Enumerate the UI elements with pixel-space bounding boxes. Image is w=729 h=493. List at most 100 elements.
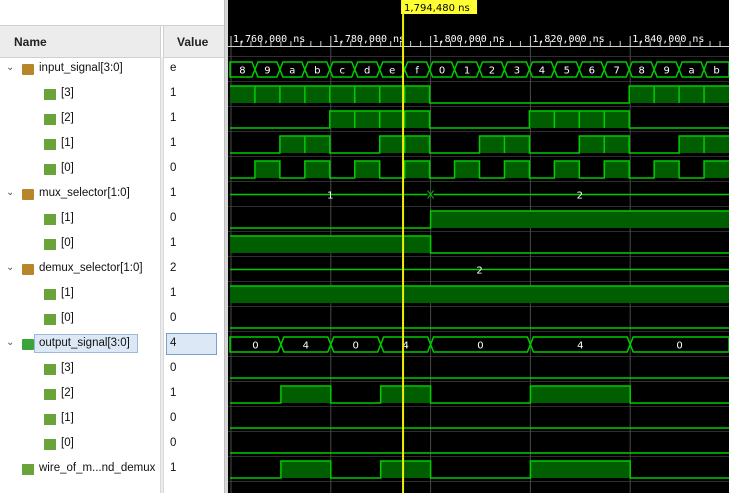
chevron-down-icon[interactable]: ⌄ xyxy=(6,337,15,348)
wave-high-fill xyxy=(504,136,530,153)
pane-splitter[interactable] xyxy=(224,0,228,493)
wave-mux1 xyxy=(230,210,729,229)
wave-in2 xyxy=(230,110,729,129)
waveform-view[interactable]: 1,760,000 ns 1,780,000 ns 1,800,000 ns 1,82… xyxy=(228,0,729,493)
signal-value: 0 xyxy=(170,312,177,324)
cursor-label-bg xyxy=(401,0,478,14)
wave-out2 xyxy=(230,385,729,404)
signal-row-in1[interactable]: [1] 1 xyxy=(0,132,224,157)
signal-name: [3] xyxy=(61,362,74,374)
wave-high-fill xyxy=(329,86,355,103)
bus-value-label: 8 xyxy=(239,66,245,77)
wave-high-fill xyxy=(530,386,631,403)
bus-value-label: e xyxy=(389,66,395,77)
bus-value-label: 4 xyxy=(577,341,583,352)
signal-row-in2[interactable]: [2] 1 xyxy=(0,107,224,132)
signal-value: 1 xyxy=(170,112,177,124)
bus-icon xyxy=(22,339,34,350)
wave-high-fill xyxy=(254,161,280,178)
column-splitter[interactable] xyxy=(160,57,164,493)
bus-value-label: 4 xyxy=(303,341,309,352)
wave-high-fill xyxy=(354,111,380,128)
wave-mux0 xyxy=(230,235,729,254)
wave-high-fill xyxy=(654,86,680,103)
signal-row-out2[interactable]: [2] 1 xyxy=(0,382,224,407)
bus-value-label: b xyxy=(314,66,320,77)
signal-name: [0] xyxy=(61,437,74,449)
wave-high-fill xyxy=(430,211,729,228)
signal-value: 1 xyxy=(170,387,177,399)
waveform-canvas[interactable]: 1,760,000 ns 1,780,000 ns 1,800,000 ns 1,82… xyxy=(228,0,729,493)
signal-value: 1 xyxy=(170,287,177,299)
chevron-down-icon[interactable]: ⌄ xyxy=(6,262,15,273)
signal-row-input_signal[interactable]: ⌄ input_signal[3:0] e xyxy=(0,57,224,82)
column-separator[interactable] xyxy=(160,26,164,57)
signal-row-in3[interactable]: [3] 1 xyxy=(0,82,224,107)
bus-value-label: 1 xyxy=(327,191,333,202)
signal-row-demux_selector[interactable]: ⌄ demux_selector[1:0] 2 xyxy=(0,257,224,282)
wave-high-fill xyxy=(280,386,331,403)
bus-value-label: 4 xyxy=(539,66,545,77)
signal-row-out1[interactable]: [1] 0 xyxy=(0,407,224,432)
bus-segment xyxy=(428,61,456,78)
signal-row-out3[interactable]: [3] 0 xyxy=(0,357,224,382)
value-highlight xyxy=(166,333,217,355)
bus-icon xyxy=(22,264,34,275)
bus-value-label: c xyxy=(340,66,346,77)
signal-name: [1] xyxy=(61,287,74,299)
wave-high-fill xyxy=(479,136,505,153)
signal-row-output_signal[interactable]: ⌄ output_signal[3:0] 4 xyxy=(0,332,224,357)
chevron-down-icon[interactable]: ⌄ xyxy=(6,62,15,73)
value-column-header[interactable]: Value xyxy=(177,35,209,49)
signal-value: 0 xyxy=(170,162,177,174)
wave-high-fill xyxy=(504,161,530,178)
signal-row-dmx1[interactable]: [1] 1 xyxy=(0,282,224,307)
signal-row-dmx0[interactable]: [0] 0 xyxy=(0,307,224,332)
wave-high-fill xyxy=(354,86,380,103)
bus-segment xyxy=(503,61,531,78)
wave-high-fill xyxy=(579,111,605,128)
bus-value-label: b xyxy=(713,66,719,77)
bus-segment xyxy=(678,61,705,78)
bus-segment xyxy=(229,336,282,353)
bus-segment xyxy=(628,61,655,78)
signal-row-wire[interactable]: wire_of_m...nd_demux 1 xyxy=(0,457,224,482)
bus-value-label: 2 xyxy=(489,66,495,77)
bus-value-label: 5 xyxy=(564,66,570,77)
wave-high-fill xyxy=(304,136,330,153)
ruler-label: 1,840,000 ns xyxy=(632,34,704,45)
bit-icon xyxy=(44,114,56,125)
bus-value-label: d xyxy=(364,66,370,77)
bus-segment xyxy=(353,61,381,78)
bus-segment xyxy=(429,336,532,353)
bus-value-label: 9 xyxy=(264,66,270,77)
chevron-down-icon[interactable]: ⌄ xyxy=(6,187,15,198)
bus-segment xyxy=(254,61,281,78)
signal-value: 4 xyxy=(170,337,177,349)
bit-icon xyxy=(44,389,56,400)
name-column-header[interactable]: Name xyxy=(14,35,47,49)
bus-segment xyxy=(453,61,481,78)
bus-segment xyxy=(703,61,729,78)
signal-row-mux1[interactable]: [1] 0 xyxy=(0,207,224,232)
wave-high-fill xyxy=(404,86,430,103)
ruler-label: 1,800,000 ns xyxy=(433,34,505,45)
signal-name: [1] xyxy=(61,137,74,149)
signal-name: demux_selector[1:0] xyxy=(39,262,143,274)
bus-value-label: a xyxy=(689,66,695,77)
ruler-label: 1,760,000 ns xyxy=(233,34,305,45)
signal-value: 0 xyxy=(170,212,177,224)
bit-icon xyxy=(44,314,56,325)
bit-icon xyxy=(44,139,56,150)
signal-row-mux0[interactable]: [0] 1 xyxy=(0,232,224,257)
wave-high-fill xyxy=(279,136,305,153)
wave-high-fill xyxy=(404,111,430,128)
bit-icon xyxy=(44,414,56,425)
bus-value-label: 0 xyxy=(477,341,483,352)
wave-high-fill xyxy=(379,136,405,153)
wave-high-fill xyxy=(380,461,431,478)
signal-row-mux_selector[interactable]: ⌄ mux_selector[1:0] 1 xyxy=(0,182,224,207)
signal-name: [0] xyxy=(61,237,74,249)
signal-row-in0[interactable]: [0] 0 xyxy=(0,157,224,182)
signal-row-out0[interactable]: [0] 0 xyxy=(0,432,224,457)
